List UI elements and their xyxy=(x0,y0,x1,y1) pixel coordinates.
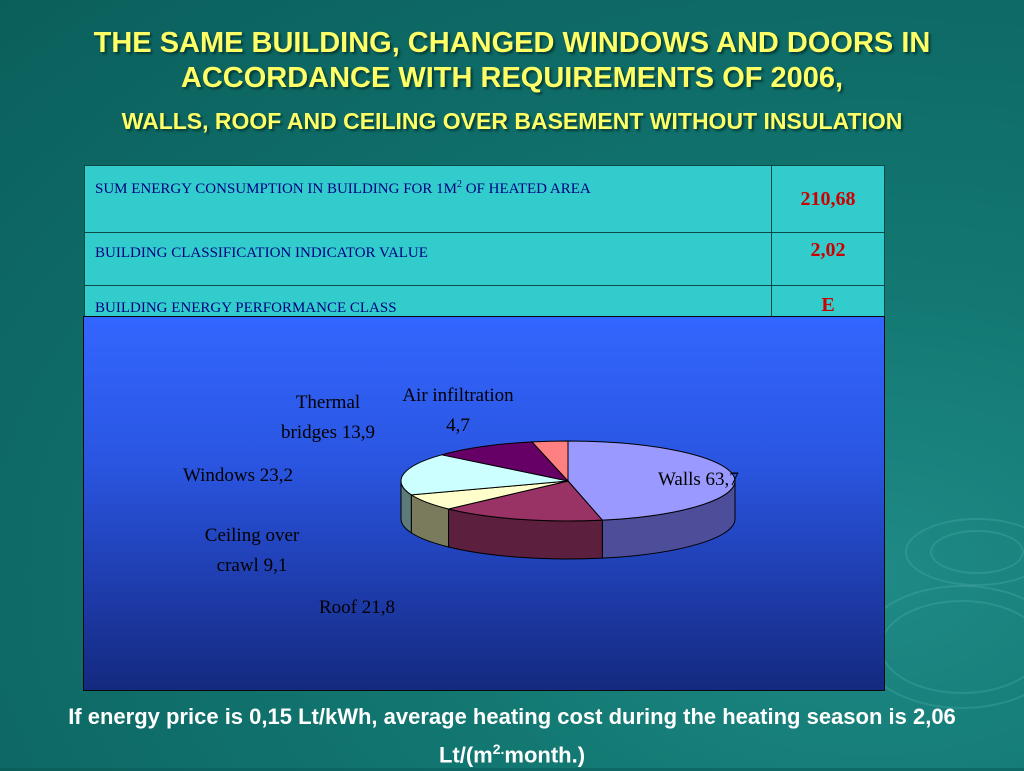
row-label: SUM ENERGY CONSUMPTION IN BUILDING FOR 1… xyxy=(84,165,772,233)
row-value: 210,68 xyxy=(771,165,885,233)
row-value: 2,02 xyxy=(771,232,885,286)
table-row: BUILDING CLASSIFICATION INDICATOR VALUE … xyxy=(84,232,885,286)
pie-slice-windows xyxy=(400,454,569,496)
title-line-2: ACCORDANCE WITH REQUIREMENTS OF 2006, xyxy=(180,62,844,94)
row-label: BUILDING CLASSIFICATION INDICATOR VALUE xyxy=(84,232,772,286)
pie-slice-roof xyxy=(448,480,604,522)
pie-label-ceiling: Ceiling over crawl 9,1 xyxy=(205,525,300,576)
page-title: THE SAME BUILDING, CHANGED WINDOWS AND D… xyxy=(0,26,1024,96)
energy-summary-table: SUM ENERGY CONSUMPTION IN BUILDING FOR 1… xyxy=(84,165,885,339)
pie-slice-thermal-bridges xyxy=(441,441,570,482)
pie-label-walls: Walls 63,7 xyxy=(658,469,739,490)
pie-slice-air-infiltration xyxy=(531,440,569,483)
title-line-1: THE SAME BUILDING, CHANGED WINDOWS AND D… xyxy=(93,27,931,59)
pie-chart-area: Walls 63,7 Roof 21,8 Ceiling over crawl 9,1… xyxy=(83,316,885,691)
pie-label-roof: Roof 21,8 xyxy=(319,597,395,618)
pie-label-air-infiltration: Air infiltration 4,7 xyxy=(402,385,514,436)
pie-label-thermal-bridges: Thermal bridges 13,9 xyxy=(281,392,375,443)
table-row: SUM ENERGY CONSUMPTION IN BUILDING FOR 1… xyxy=(84,165,885,233)
pie-label-windows: Windows 23,2 xyxy=(183,465,293,486)
footer-note: If energy price is 0,15 Lt/kWh, average … xyxy=(68,704,956,768)
pie-slice-walls xyxy=(567,440,736,521)
pie-chart: Walls 63,7 Roof 21,8 Ceiling over crawl 9,1… xyxy=(183,385,739,618)
page-subtitle: WALLS, ROOF AND CEILING OVER BASEMENT WI… xyxy=(121,108,903,134)
